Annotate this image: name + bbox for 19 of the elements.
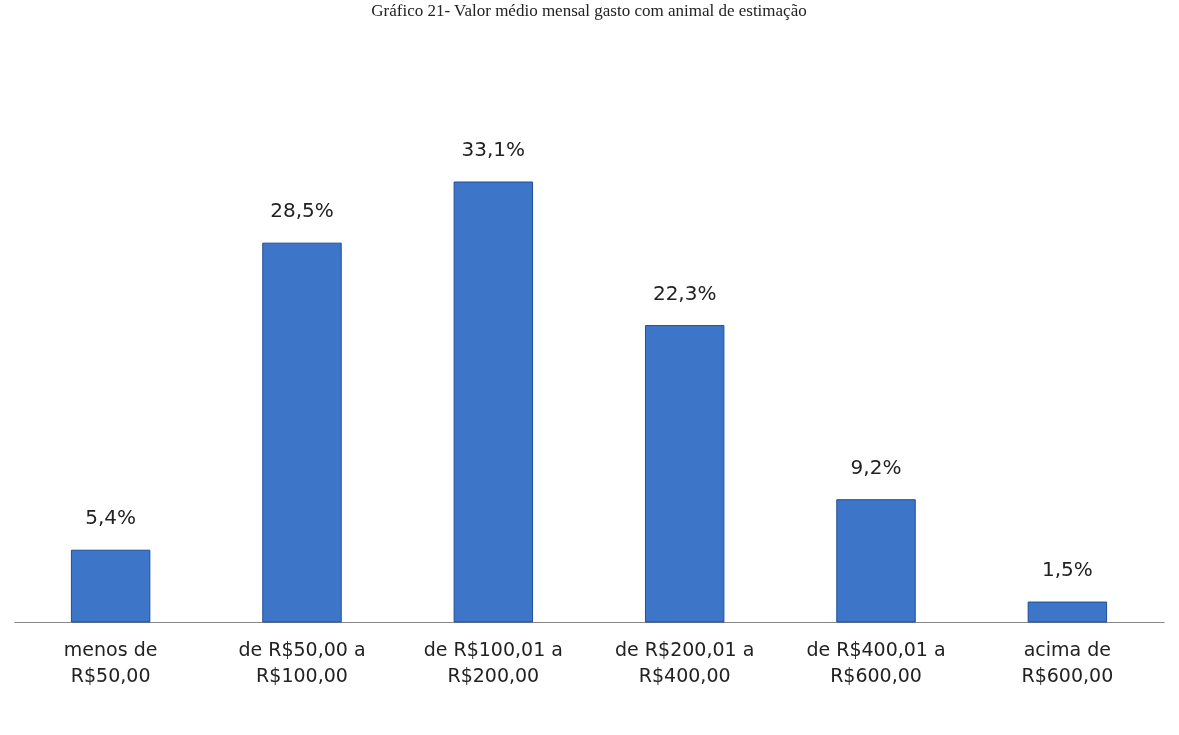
bar: [1027, 601, 1108, 623]
data-label: 1,5%: [1041, 557, 1093, 582]
x-tick-label: de R$100,01 a R$200,00: [423, 637, 563, 686]
data-label: 22,3%: [652, 280, 717, 305]
bar: [262, 242, 342, 623]
x-tick-label: acima de R$600,00: [1021, 637, 1114, 686]
bar: [836, 499, 916, 623]
bar: [70, 549, 151, 623]
x-tick-label: menos de R$50,00: [63, 637, 158, 686]
x-tick-label: de R$400,01 a R$600,00: [806, 637, 946, 686]
x-tick-label: de R$50,00 a R$100,00: [238, 637, 366, 686]
data-label: 5,4%: [85, 505, 137, 530]
data-label: 9,2%: [850, 454, 902, 479]
data-label: 28,5%: [270, 198, 334, 223]
bar: [453, 181, 534, 623]
data-label: 33,1%: [461, 137, 526, 161]
x-tick-label: de R$200,01 a R$400,00: [615, 637, 755, 686]
chart-title: Gráfico 21- Valor médio mensal gasto com animal de estimação: [371, 1, 807, 20]
bar: [644, 325, 725, 623]
